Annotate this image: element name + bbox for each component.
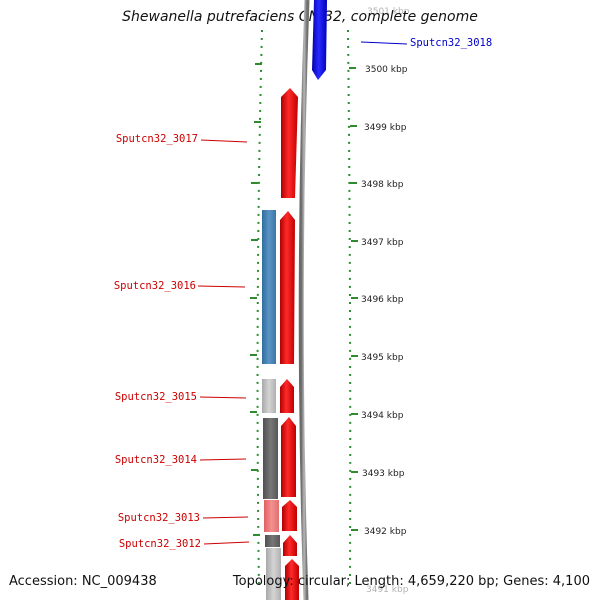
genome-summary-text: Topology: circular; Length: 4,659,220 bp…: [232, 574, 590, 589]
feature-block-dark[interactable]: [265, 535, 280, 547]
feature-block-dark[interactable]: [263, 418, 278, 499]
tick-label: 3494 kbp: [361, 411, 404, 421]
tick-label: 3492 kbp: [364, 527, 407, 537]
label-leader-line: [197, 285, 246, 288]
feature-block-pink[interactable]: [264, 500, 279, 532]
label-leader-line: [360, 41, 408, 45]
tick-label: 3496 kbp: [361, 295, 404, 305]
tick-label: 3497 kbp: [361, 238, 404, 248]
tick-label: 3495 kbp: [361, 353, 404, 363]
gene-label[interactable]: Sputcn32_3013: [118, 512, 200, 524]
tick-label: 3499 kbp: [364, 123, 407, 133]
tick-label: 3498 kbp: [361, 180, 404, 190]
outer-major-ticks: [349, 67, 358, 531]
gene-label[interactable]: Sputcn32_3017: [116, 133, 198, 145]
label-leader-line: [199, 396, 247, 399]
tick-label: 3491 kbp: [366, 585, 409, 595]
gene-label[interactable]: Sputcn32_3018: [410, 37, 492, 49]
label-leader-line: [200, 139, 248, 143]
gene-arrow-forward[interactable]: [283, 535, 297, 556]
inner-scale-ring: [256, 29, 263, 591]
feature-block-steel[interactable]: [262, 210, 276, 364]
gene-arrow-forward[interactable]: [281, 88, 298, 198]
gene-label[interactable]: Sputcn32_3015: [115, 391, 197, 403]
feature-block-light[interactable]: [262, 379, 276, 413]
tick-label: 3501 kbp: [367, 7, 410, 17]
tick-label: 3500 kbp: [365, 65, 408, 75]
genome-backbone: [298, 0, 310, 600]
gene-arrow-forward[interactable]: [281, 417, 296, 497]
feature-block-light[interactable]: [266, 548, 281, 600]
accession-text: Accession: NC_009438: [9, 574, 157, 589]
gene-arrow-forward[interactable]: [282, 500, 297, 531]
gene-label[interactable]: Sputcn32_3014: [115, 454, 197, 466]
tick-label: 3493 kbp: [362, 469, 405, 479]
gene-arrow-forward[interactable]: [280, 211, 295, 364]
label-leader-line: [203, 541, 250, 545]
genome-title: Shewanella putrefaciens CN-32, complete …: [122, 9, 478, 25]
label-leader-line: [199, 458, 247, 461]
label-leader-line: [202, 516, 249, 519]
gene-label[interactable]: Sputcn32_3012: [119, 538, 201, 550]
gene-arrow-forward[interactable]: [285, 559, 299, 600]
outer-scale-ring: [347, 29, 352, 591]
gene-arrow-forward[interactable]: [280, 379, 294, 413]
gene-label[interactable]: Sputcn32_3016: [114, 280, 196, 292]
gene-arrow-reverse[interactable]: [312, 0, 327, 80]
inner-major-ticks: [250, 63, 262, 536]
